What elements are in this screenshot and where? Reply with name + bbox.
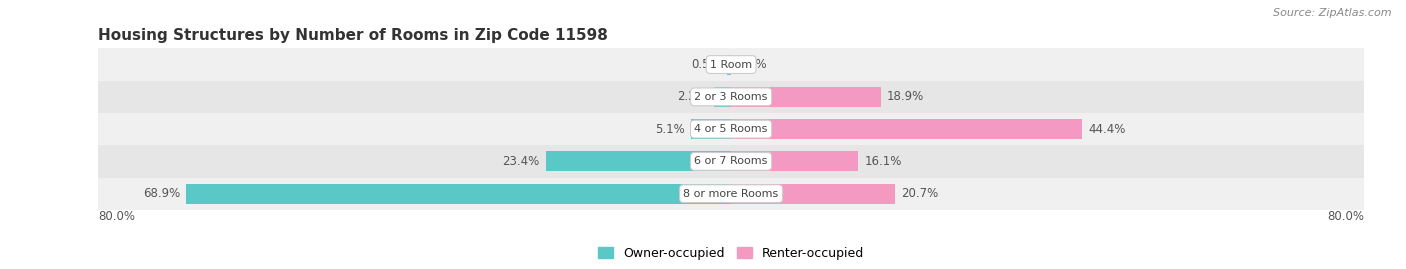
Bar	[731, 87, 880, 107]
Text: 8 or more Rooms: 8 or more Rooms	[683, 189, 779, 199]
Text: Housing Structures by Number of Rooms in Zip Code 11598: Housing Structures by Number of Rooms in…	[98, 28, 609, 43]
Text: 16.1%: 16.1%	[865, 155, 903, 168]
Bar	[690, 119, 731, 139]
Text: 5.1%: 5.1%	[655, 123, 685, 136]
Text: 0.5%: 0.5%	[692, 58, 721, 71]
Text: 6 or 7 Rooms: 6 or 7 Rooms	[695, 156, 768, 167]
Bar	[98, 48, 1364, 81]
Text: 18.9%: 18.9%	[887, 90, 924, 103]
Legend: Owner-occupied, Renter-occupied: Owner-occupied, Renter-occupied	[593, 242, 869, 265]
Text: 1 Room: 1 Room	[710, 59, 752, 70]
Text: 4 or 5 Rooms: 4 or 5 Rooms	[695, 124, 768, 134]
Text: 20.7%: 20.7%	[901, 187, 938, 200]
Bar	[731, 119, 1083, 139]
Text: 0.0%: 0.0%	[737, 58, 768, 71]
Bar	[731, 184, 894, 204]
Bar	[98, 81, 1364, 113]
Text: 80.0%: 80.0%	[98, 210, 135, 223]
Bar	[186, 184, 731, 204]
Bar	[731, 151, 859, 171]
Text: Source: ZipAtlas.com: Source: ZipAtlas.com	[1274, 8, 1392, 18]
Text: 44.4%: 44.4%	[1088, 123, 1126, 136]
Bar	[98, 145, 1364, 178]
Text: 68.9%: 68.9%	[142, 187, 180, 200]
Bar	[714, 87, 731, 107]
Text: 23.4%: 23.4%	[502, 155, 540, 168]
Text: 2.2%: 2.2%	[678, 90, 707, 103]
Bar	[727, 55, 731, 75]
Text: 80.0%: 80.0%	[1327, 210, 1364, 223]
Bar	[98, 113, 1364, 145]
Bar	[546, 151, 731, 171]
Bar	[98, 178, 1364, 210]
Text: 2 or 3 Rooms: 2 or 3 Rooms	[695, 92, 768, 102]
